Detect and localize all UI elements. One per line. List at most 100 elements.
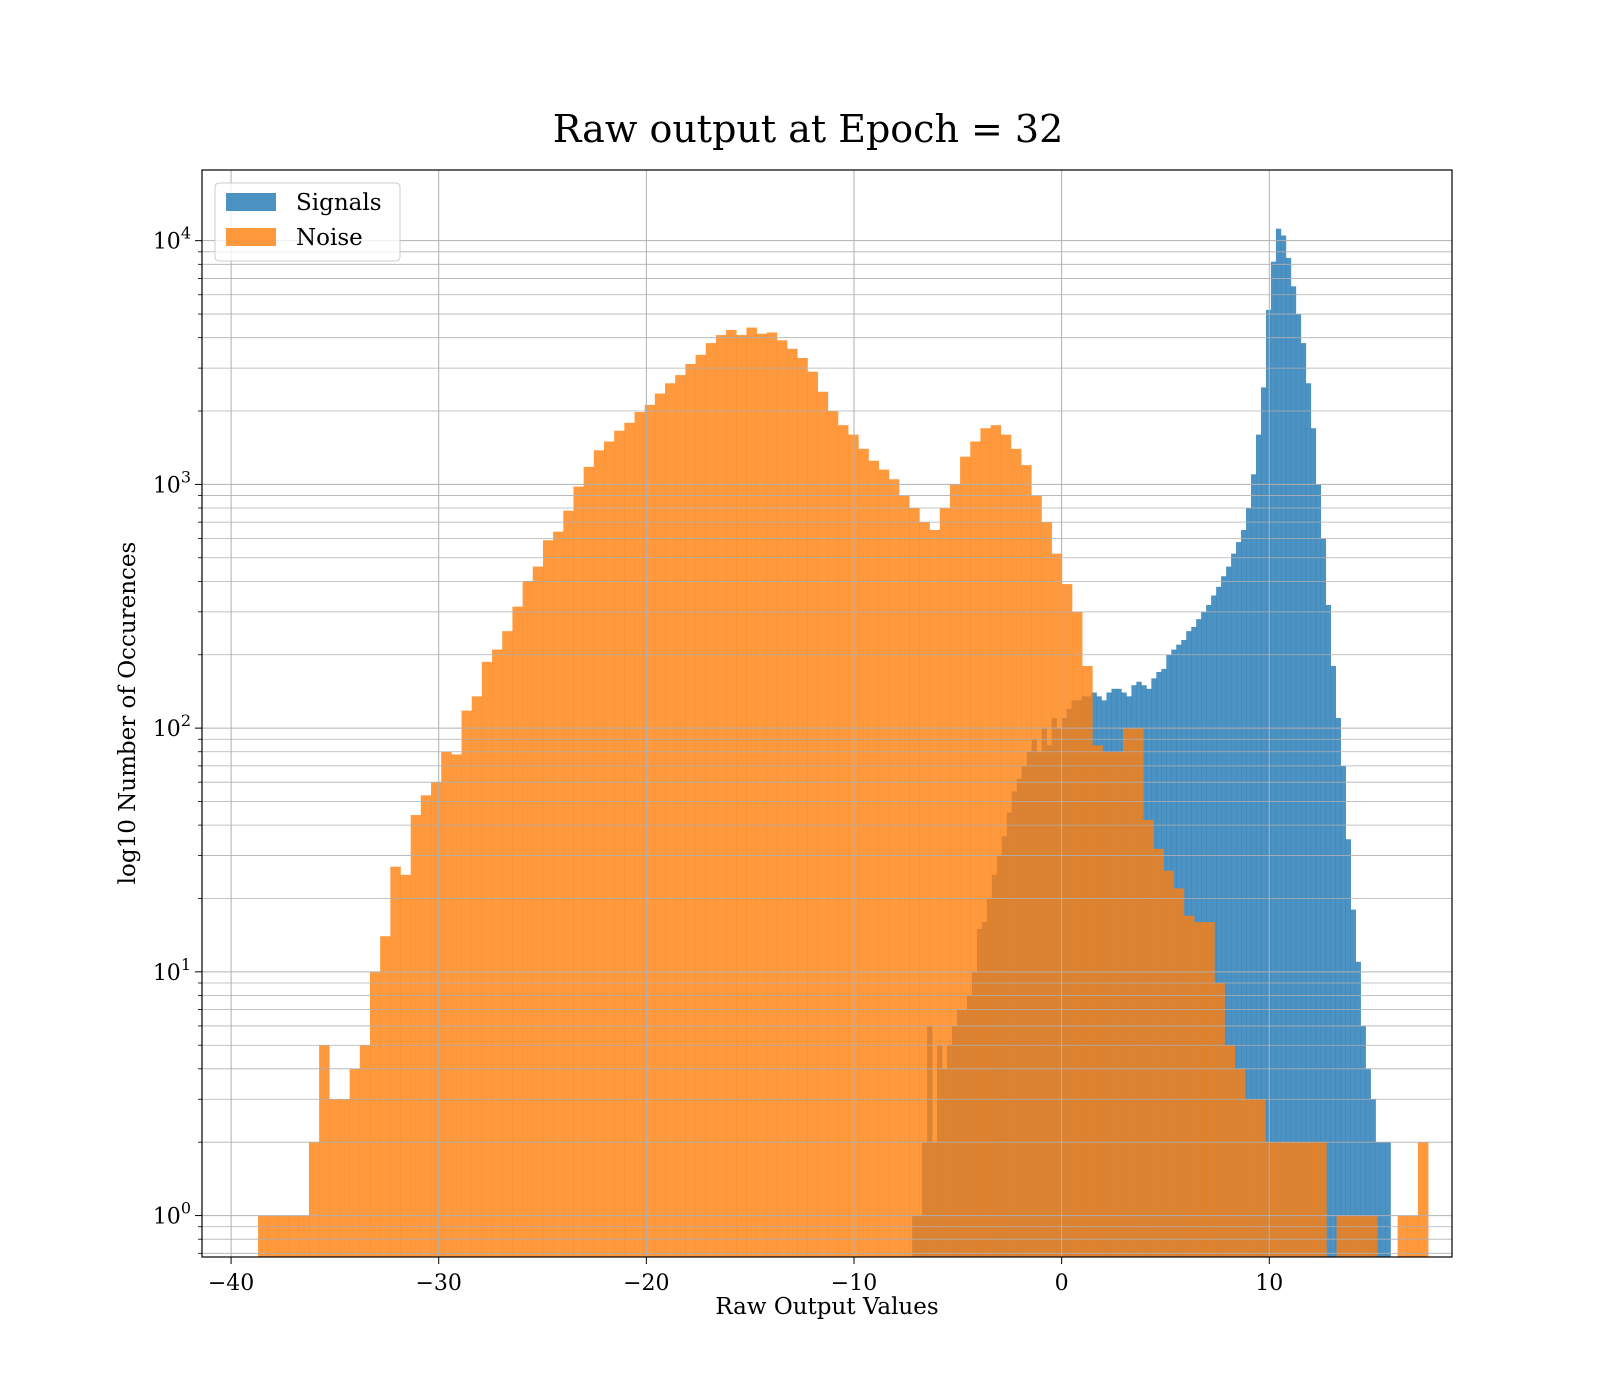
bar-noise <box>410 815 422 1257</box>
bar-noise <box>258 1215 269 1257</box>
bar-noise <box>1224 1045 1236 1257</box>
bar-signals <box>1335 718 1341 1257</box>
bar-noise <box>573 486 584 1257</box>
bar-noise <box>329 1099 340 1257</box>
bar-noise <box>817 391 829 1257</box>
bar-noise <box>1204 922 1215 1257</box>
bar-signals <box>1275 228 1282 1258</box>
bar-noise <box>1367 1215 1378 1257</box>
bar-noise <box>1031 495 1042 1257</box>
y-tick-label: 103 <box>153 467 191 498</box>
bar-signals <box>1226 566 1232 1257</box>
bar-noise <box>319 1045 330 1257</box>
bar-signals <box>1355 961 1361 1257</box>
bar-noise <box>502 631 513 1257</box>
bar-noise <box>1336 1215 1348 1257</box>
bar-noise <box>1194 922 1205 1257</box>
bar-noise <box>838 425 849 1257</box>
bar-noise <box>400 874 411 1257</box>
bar-noise <box>614 430 625 1257</box>
bar-noise <box>1356 1215 1368 1257</box>
bar-noise <box>1082 665 1093 1257</box>
bar-noise <box>1285 1142 1297 1257</box>
bar-noise <box>1183 915 1195 1257</box>
bar-noise <box>1102 751 1114 1257</box>
bar-noise <box>1153 848 1164 1257</box>
axes-frame <box>201 169 1453 1258</box>
x-tick-label: −20 <box>623 1271 669 1296</box>
bar-noise <box>1163 870 1175 1257</box>
bar-noise <box>1275 1142 1286 1257</box>
bar-signals <box>1310 428 1317 1257</box>
bar-signals <box>1241 530 1247 1257</box>
bar-noise <box>665 383 676 1257</box>
bar-noise <box>1092 745 1103 1257</box>
bar-noise <box>1041 522 1052 1257</box>
bar-signals <box>1285 257 1292 1257</box>
bar-noise <box>1051 553 1063 1257</box>
bar-signals <box>1270 261 1277 1257</box>
bar-signals <box>1300 343 1307 1258</box>
bar-noise <box>512 606 523 1257</box>
bar-noise <box>1295 1142 1307 1257</box>
bar-noise <box>766 332 778 1257</box>
bar-noise <box>1133 728 1144 1257</box>
x-tick-label: −10 <box>831 1271 877 1296</box>
bar-noise <box>1122 728 1134 1257</box>
bar-signals <box>1290 286 1297 1257</box>
bar-noise <box>308 1142 320 1257</box>
bar-signals <box>1365 1068 1371 1257</box>
bar-noise <box>563 510 574 1257</box>
legend-swatch-noise <box>226 228 276 246</box>
bar-signals <box>1370 1099 1376 1257</box>
bar-noise <box>593 450 605 1257</box>
bar-signals <box>1325 605 1332 1257</box>
bar-noise <box>1234 1068 1246 1257</box>
bar-signals <box>1360 1025 1366 1257</box>
bar-signals <box>1350 909 1356 1257</box>
bar-signals <box>1221 576 1227 1257</box>
bar-noise <box>1061 584 1073 1257</box>
bar-noise <box>603 441 615 1258</box>
bar-noise <box>726 330 737 1257</box>
bar-noise <box>970 441 981 1258</box>
x-axis-label: Raw Output Values <box>715 1294 938 1320</box>
bar-noise <box>634 412 645 1258</box>
bar-noise <box>939 508 951 1257</box>
bar-signals <box>1385 1142 1391 1257</box>
chart-title: Raw output at Epoch = 32 <box>553 107 1064 151</box>
legend-label-noise: Noise <box>296 225 363 251</box>
bar-signals <box>1345 839 1351 1257</box>
bar-noise <box>380 936 391 1257</box>
bar-noise <box>858 448 869 1257</box>
bar-noise <box>807 371 818 1257</box>
bar-signals <box>1305 383 1312 1257</box>
bar-noise <box>1143 819 1154 1257</box>
bar-noise <box>1173 888 1185 1257</box>
x-tick-label: −30 <box>415 1271 461 1296</box>
bar-signals <box>1380 1142 1386 1257</box>
bar-noise <box>1112 751 1124 1257</box>
bar-noise <box>268 1215 279 1257</box>
bar-signals <box>1265 309 1272 1257</box>
bar-noise <box>980 428 991 1257</box>
bar-signals <box>1255 434 1262 1257</box>
bar-noise <box>583 466 595 1257</box>
bar-noise <box>441 751 452 1257</box>
bar-noise <box>1417 1142 1429 1257</box>
bar-noise <box>888 479 900 1257</box>
bar-signals <box>1340 765 1346 1257</box>
bar-noise <box>481 661 493 1257</box>
bar-signals <box>1320 538 1327 1257</box>
bar-noise <box>471 696 483 1257</box>
bar-noise <box>899 495 910 1257</box>
bar-signals <box>1246 508 1252 1257</box>
bar-noise <box>1407 1215 1419 1257</box>
y-tick-label: 102 <box>153 711 191 742</box>
bar-noise <box>1316 1142 1327 1257</box>
bar-noise <box>624 422 635 1257</box>
bar-noise <box>461 710 473 1257</box>
bar-signals <box>1216 586 1222 1257</box>
bar-noise <box>909 508 920 1257</box>
